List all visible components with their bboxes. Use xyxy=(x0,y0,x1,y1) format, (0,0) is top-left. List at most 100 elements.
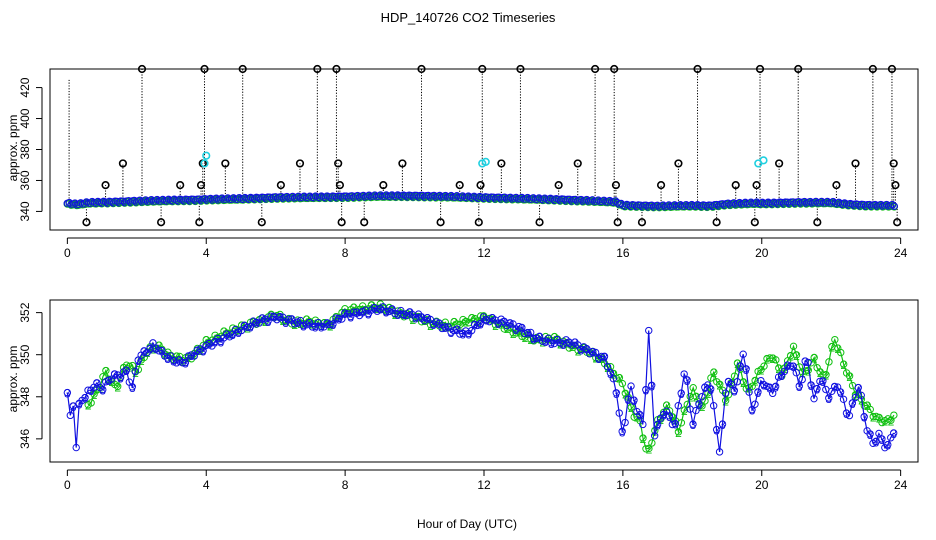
top-spike-marker xyxy=(195,218,204,227)
bottom-series-3-label: 3 xyxy=(135,354,142,368)
top-plot-frame xyxy=(49,68,919,231)
top-spike-marker xyxy=(221,159,230,168)
bottom-series-2-label: 2 xyxy=(256,314,263,328)
top-plot-area xyxy=(63,69,899,223)
top-spike-marker xyxy=(474,218,483,227)
bottom-series-3-label: 3 xyxy=(672,418,679,432)
bottom-y-tick-label: 348 xyxy=(18,386,32,406)
top-baseline-point xyxy=(871,200,879,209)
top-baseline-point xyxy=(735,198,744,207)
bottom-series-3-point xyxy=(128,383,136,391)
bottom-series-3-label: 3 xyxy=(82,392,89,406)
bottom-series-3-label: 3 xyxy=(601,350,608,364)
top-baseline-point xyxy=(659,201,667,210)
bottom-series-3-point xyxy=(515,322,523,331)
figure-title: HDP_140726 CO2 Timeseries xyxy=(381,10,556,25)
top-baseline-point xyxy=(195,195,203,203)
bottom-series-2-label: 2 xyxy=(492,319,499,333)
bottom-series-3-point xyxy=(329,320,337,328)
bottom-series-2-point xyxy=(748,382,756,390)
bottom-series-3-label: 3 xyxy=(849,397,856,411)
bottom-series-3-label: 3 xyxy=(867,428,874,442)
bottom-series-3-point xyxy=(276,312,284,321)
top-spike-marker xyxy=(137,64,147,74)
top-baseline-point xyxy=(630,201,639,210)
top-baseline-point xyxy=(676,201,685,209)
bottom-series-3-point xyxy=(830,382,839,391)
bottom-x-tick-label: 24 xyxy=(894,478,908,492)
bottom-series-3-point xyxy=(267,312,275,320)
bottom-series-2-label: 2 xyxy=(687,390,694,404)
x-axis-label: Hour of Day (UTC) xyxy=(417,517,517,531)
bottom-series-3-label: 3 xyxy=(837,386,844,400)
top-baseline-point xyxy=(288,192,297,201)
bottom-series-3-label: 3 xyxy=(719,418,726,432)
bottom-series-3-point xyxy=(636,410,644,419)
bottom-series-2-label: 2 xyxy=(91,388,98,402)
top-spike-marker xyxy=(332,64,341,74)
bottom-series-3-label: 3 xyxy=(825,392,832,406)
top-y-tick-label: 360 xyxy=(18,170,32,190)
bottom-series-3-label: 3 xyxy=(578,343,585,357)
top-spike-marker xyxy=(775,159,784,168)
bottom-series-3-point xyxy=(860,413,868,421)
bottom-x-tick-label: 16 xyxy=(616,478,630,492)
bottom-series-3-label: 3 xyxy=(778,369,785,383)
bottom-series-3-point xyxy=(884,440,892,449)
bottom-series-3-point xyxy=(878,435,886,443)
bottom-series-2-point xyxy=(648,439,656,447)
top-spike-marker xyxy=(891,181,900,190)
bottom-series-3-point xyxy=(768,389,777,398)
top-spike-marker xyxy=(476,181,485,190)
top-baseline-point xyxy=(212,194,221,203)
bottom-series-3-point xyxy=(739,350,747,358)
bottom-series-3-label: 3 xyxy=(389,303,396,317)
top-baseline-point xyxy=(336,192,345,201)
bottom-series-2-label: 2 xyxy=(758,364,765,378)
top-baseline-point xyxy=(159,195,167,204)
bottom-series-2-point xyxy=(810,353,818,362)
top-baseline-point xyxy=(223,194,232,202)
top-baseline-point xyxy=(506,193,515,202)
bottom-series-3-point xyxy=(335,314,343,323)
bottom-series-3-point xyxy=(615,409,623,417)
bottom-series-2-label: 2 xyxy=(616,372,623,386)
bottom-series-3-point xyxy=(771,382,780,391)
bottom-series-3-point xyxy=(349,308,358,316)
bottom-series-3-label: 3 xyxy=(412,311,419,325)
top-baseline-point xyxy=(206,194,215,203)
top-baseline-point xyxy=(747,198,755,207)
bottom-series-3-label: 3 xyxy=(395,308,402,322)
top-baseline-point xyxy=(359,191,368,200)
bottom-series-3-label: 3 xyxy=(731,385,738,399)
bottom-series-2-point xyxy=(453,320,461,328)
bottom-series-3-point xyxy=(181,358,190,367)
top-spike-marker xyxy=(813,218,822,227)
bottom-series-3-point xyxy=(792,369,801,377)
bottom-series-2-label: 2 xyxy=(85,399,92,413)
top-spike-marker xyxy=(337,218,346,227)
bottom-series-3-point xyxy=(795,382,803,390)
bottom-series-3-point xyxy=(751,400,759,408)
bottom-series-3-point xyxy=(639,420,647,429)
bottom-series-2-label: 2 xyxy=(728,377,735,391)
top-spike-marker xyxy=(334,159,343,168)
bottom-series-2-label: 2 xyxy=(775,362,782,376)
bottom-series-3-point xyxy=(122,366,131,374)
top-cyan-marker xyxy=(481,157,490,166)
bottom-series-3-label: 3 xyxy=(200,345,207,359)
bottom-series-3-label: 3 xyxy=(217,335,224,349)
bottom-x-tick-label: 0 xyxy=(64,478,71,492)
top-baseline-point xyxy=(283,192,291,201)
bottom-series-3-point xyxy=(630,396,638,404)
top-cyan-marker xyxy=(202,151,211,160)
bottom-series-3-point xyxy=(733,378,741,386)
bottom-series-3-point xyxy=(299,321,308,330)
top-baseline-point xyxy=(724,199,732,208)
bottom-series-2-point xyxy=(839,360,848,368)
bottom-series-2-point xyxy=(114,382,122,391)
top-spike-marker xyxy=(893,218,902,227)
bottom-series-3-point xyxy=(857,391,865,400)
top-spike-marker xyxy=(478,64,487,74)
bottom-series-3-label: 3 xyxy=(436,317,443,331)
